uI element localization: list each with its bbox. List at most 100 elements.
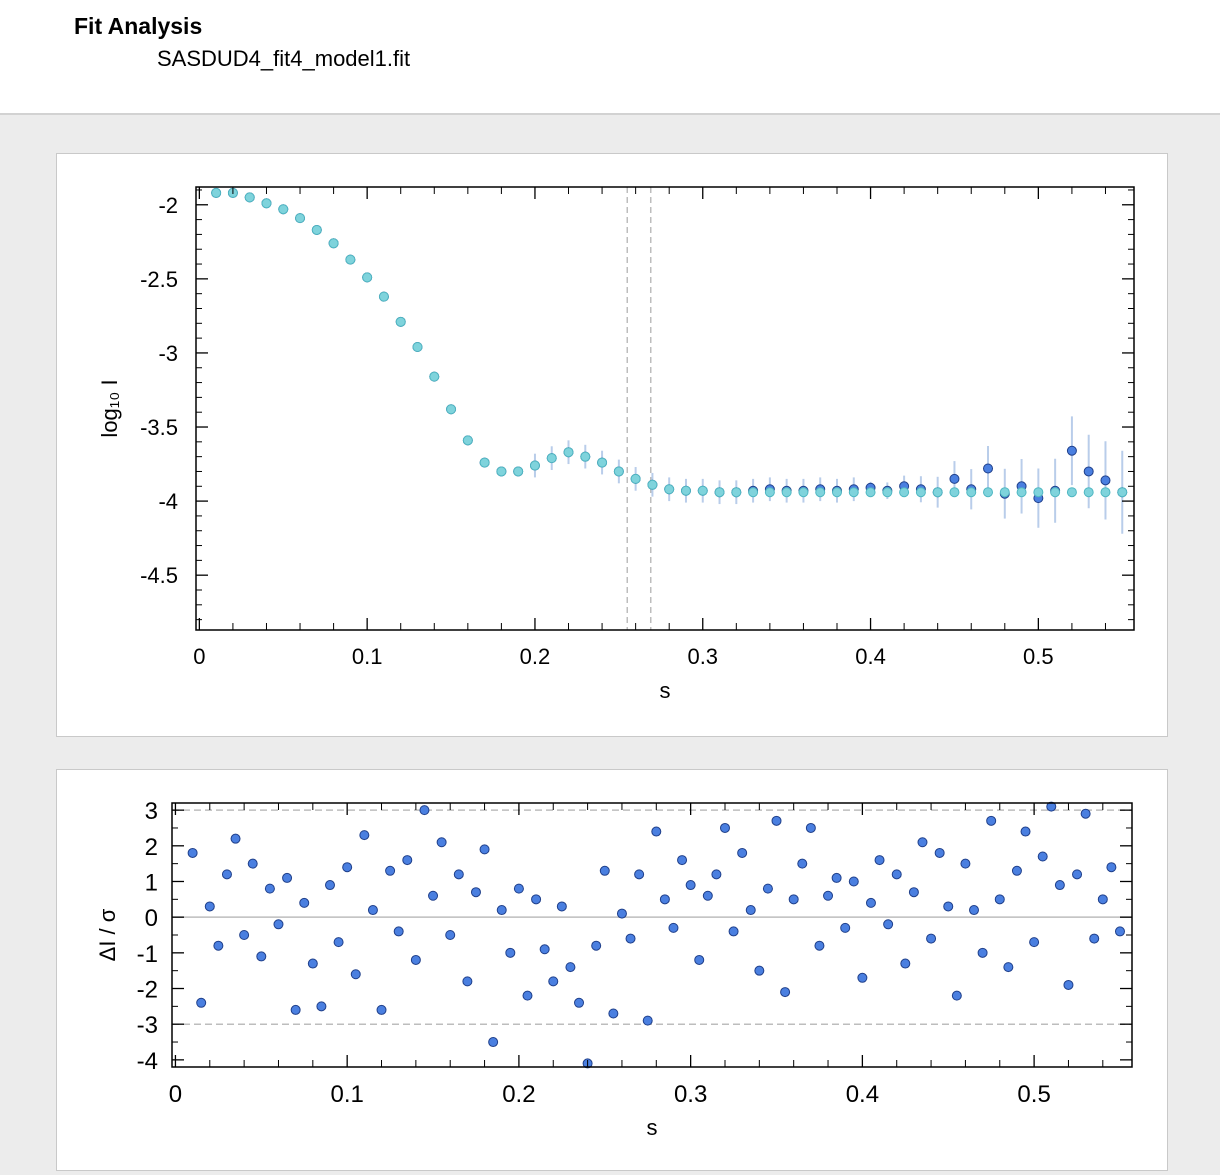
residual-point <box>204 901 215 912</box>
residual-point <box>805 822 816 833</box>
fit-point <box>378 291 389 302</box>
residual-point <box>410 954 421 965</box>
fit-point <box>580 451 591 462</box>
file-name: SASDUD4_fit4_model1.fit <box>157 46 411 71</box>
y-tick-label: 3 <box>145 798 158 825</box>
x-axis-label: s <box>647 1115 658 1140</box>
residual-point <box>702 890 713 901</box>
residual-point <box>1029 937 1040 948</box>
residual-point <box>1046 801 1057 812</box>
fit-point <box>899 487 910 498</box>
residual-point <box>599 865 610 876</box>
page-title: Fit Analysis <box>74 13 203 39</box>
residuals-chart: 3 2 1 0 -1 -2 -3 -4 0 0.1 0.2 0.3 0.4 0.5 s ΔI / σ <box>95 798 1133 1140</box>
residual-point <box>445 930 456 940</box>
fit-point <box>748 487 759 498</box>
residual-point <box>307 958 318 969</box>
fit-point <box>295 213 306 224</box>
data-point <box>1083 466 1094 477</box>
data-point <box>983 463 994 474</box>
residual-point <box>359 830 370 841</box>
residual-point <box>565 962 576 973</box>
fit-point <box>915 487 926 498</box>
fit-point <box>496 466 507 477</box>
residual-point <box>282 872 293 883</box>
residual-point <box>1114 926 1125 937</box>
fit-point <box>261 198 272 209</box>
y-tick-label: 0 <box>145 905 158 932</box>
fit-point <box>848 487 859 498</box>
residual-point <box>436 837 447 848</box>
fit-point <box>311 224 322 235</box>
x-tick-label: 0.4 <box>855 644 886 669</box>
residual-point <box>428 890 439 901</box>
y-tick-label: -4.5 <box>140 563 178 588</box>
fit-point <box>563 447 574 458</box>
y-tick-label: 1 <box>145 869 158 896</box>
data-point <box>1100 475 1111 486</box>
residual-point <box>891 869 902 880</box>
residual-point <box>316 1001 327 1012</box>
residual-point <box>548 976 559 987</box>
y-tick-label: -3.5 <box>140 415 178 440</box>
residual-point <box>290 1004 301 1015</box>
residual-point <box>187 847 198 858</box>
residual-point <box>728 926 739 937</box>
residual-point <box>453 869 464 880</box>
x-tick-label: 0.2 <box>502 1081 535 1108</box>
fit-point <box>815 487 826 498</box>
fit-point <box>831 487 842 498</box>
x-tick-label: 0 <box>193 644 205 669</box>
data-point <box>949 473 960 484</box>
residual-point <box>556 901 567 912</box>
fit-point <box>932 487 943 498</box>
fit-point <box>697 485 708 496</box>
residual-point <box>462 976 473 987</box>
plot-frame <box>195 186 1135 631</box>
residual-point <box>256 951 267 962</box>
x-tick-label: 0.4 <box>846 1081 879 1108</box>
x-tick-label: 0.1 <box>352 644 383 669</box>
y-tick-label: -2 <box>158 193 178 218</box>
residual-point <box>900 958 911 969</box>
residual-point <box>865 897 876 908</box>
residual-point <box>788 894 799 905</box>
residual-point <box>986 815 997 826</box>
residual-point <box>539 944 550 955</box>
residuals-panel: 3 2 1 0 -1 -2 -3 -4 0 0.1 0.2 0.3 0.4 0.5 s ΔI / σ <box>56 769 1168 1171</box>
residual-point <box>694 954 705 965</box>
fit-point <box>798 487 809 498</box>
fit-point <box>731 487 742 498</box>
x-tick-label: 0.5 <box>1017 1081 1050 1108</box>
residual-point <box>479 844 490 855</box>
fit-point <box>949 487 960 498</box>
residual-point <box>1106 862 1117 873</box>
residual-point <box>505 947 516 958</box>
residual-point <box>574 997 585 1008</box>
residual-point <box>333 937 344 948</box>
residual-point <box>608 1008 619 1019</box>
fit-point <box>714 487 725 498</box>
residual-point <box>642 1015 653 1026</box>
intensity-chart: -2 -2.5 -3 -3.5 -4 -4.5 0 0.1 0.2 0.3 0.4 0.5 s log… <box>97 186 1135 703</box>
fit-point <box>1050 487 1061 498</box>
fit-point <box>412 342 423 353</box>
fit-point <box>345 254 356 265</box>
y-tick-label: 2 <box>145 834 158 861</box>
residual-point <box>762 883 773 894</box>
residual-point <box>651 826 662 837</box>
residual-point <box>677 855 688 866</box>
y-tick-label: -1 <box>137 941 158 968</box>
fit-point <box>764 487 775 498</box>
residual-point <box>634 869 645 880</box>
x-tick-label: 0.3 <box>687 644 718 669</box>
fit-point <box>1033 487 1044 498</box>
data-point <box>1066 445 1077 456</box>
intensity-panel: -2 -2.5 -3 -3.5 -4 -4.5 0 0.1 0.2 0.3 0.4 0.5 s log… <box>56 153 1168 737</box>
x-tick-label: 0.1 <box>330 1081 363 1108</box>
residual-point <box>994 894 1005 905</box>
residual-point <box>719 822 730 833</box>
residual-point <box>668 922 679 933</box>
residual-point <box>230 833 241 844</box>
fit-point <box>211 187 222 198</box>
